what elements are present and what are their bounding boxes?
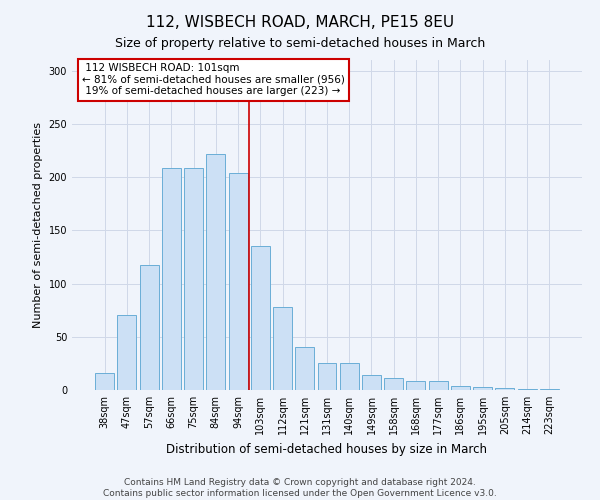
- Bar: [140, 266, 158, 390]
- Bar: [95, 373, 114, 390]
- Bar: [540, 389, 559, 390]
- Bar: [384, 378, 403, 390]
- Bar: [451, 386, 470, 390]
- Y-axis label: Number of semi-detached properties: Number of semi-detached properties: [33, 122, 43, 328]
- Bar: [295, 348, 314, 390]
- Text: Contains HM Land Registry data © Crown copyright and database right 2024.
Contai: Contains HM Land Registry data © Crown c…: [103, 478, 497, 498]
- Bar: [229, 173, 248, 390]
- Text: 112, WISBECH ROAD, MARCH, PE15 8EU: 112, WISBECH ROAD, MARCH, PE15 8EU: [146, 15, 454, 30]
- Bar: [273, 307, 292, 390]
- Bar: [251, 246, 270, 390]
- Bar: [340, 364, 359, 390]
- Bar: [473, 387, 492, 390]
- X-axis label: Distribution of semi-detached houses by size in March: Distribution of semi-detached houses by …: [167, 442, 487, 456]
- Bar: [206, 154, 225, 390]
- Bar: [362, 375, 381, 390]
- Bar: [518, 389, 536, 390]
- Bar: [406, 382, 425, 390]
- Bar: [429, 382, 448, 390]
- Text: 112 WISBECH ROAD: 101sqm
← 81% of semi-detached houses are smaller (956)
 19% of: 112 WISBECH ROAD: 101sqm ← 81% of semi-d…: [82, 64, 345, 96]
- Bar: [184, 168, 203, 390]
- Bar: [317, 364, 337, 390]
- Bar: [496, 388, 514, 390]
- Bar: [162, 168, 181, 390]
- Bar: [118, 316, 136, 390]
- Text: Size of property relative to semi-detached houses in March: Size of property relative to semi-detach…: [115, 38, 485, 51]
